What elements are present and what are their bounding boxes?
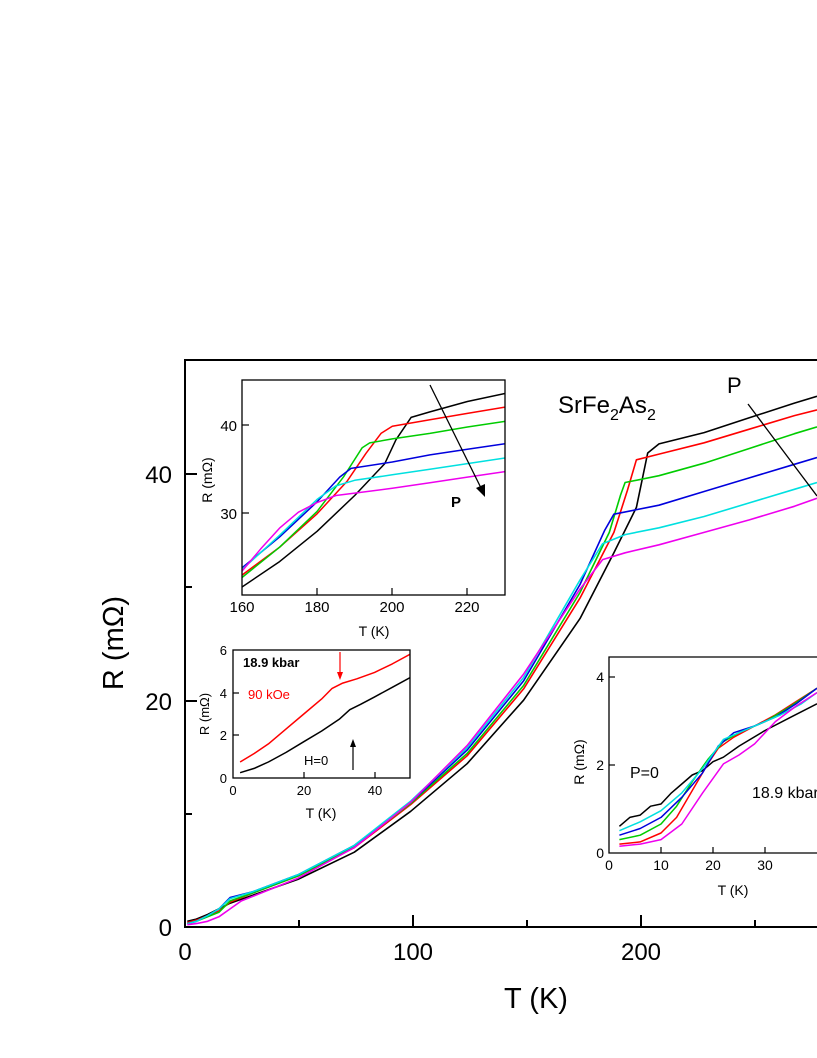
inset-field-pressure-label: 18.9 kbar	[243, 655, 299, 670]
inset-high-T-y-axis-label: R (mΩ)	[199, 457, 215, 502]
inset-field-series-line-2	[239, 677, 410, 774]
inset-high-T-ytick-label: 30	[220, 506, 237, 523]
inset-high-T-series-group	[242, 392, 505, 588]
main-plot-frame	[184, 359, 817, 928]
inset-high-T-series-line-1	[242, 392, 505, 588]
main-ticks	[185, 473, 756, 927]
inset-high-T-series-line-2	[242, 406, 505, 576]
main-pressure-arrow	[747, 403, 817, 497]
inset-low-T-pressure-label: 18.9 kbar	[752, 785, 817, 802]
inset-field-red-arrow	[337, 652, 343, 680]
title-part-as: As	[619, 392, 647, 419]
main-ytick-label: 0	[159, 915, 172, 942]
inset-low-T: 0 2 4 0 10 20 30 T (K) R (mΩ) P=0 18.9 k…	[571, 656, 817, 898]
inset-low-T-series-line-3	[619, 687, 817, 841]
title-subscript-fe: 2	[610, 407, 619, 424]
inset-low-T-xtick-label: 0	[605, 857, 613, 873]
inset-high-T-xtick-label: 220	[454, 599, 479, 616]
inset-field-ytick-label: 4	[220, 686, 227, 701]
inset-field: 0 2 4 6 0 20 40 T (K) R (mΩ) 18.9 kbar 9…	[197, 643, 411, 821]
title-subscript-as: 2	[647, 407, 656, 424]
inset-field-h0-label: H=0	[304, 753, 328, 768]
inset-high-T: 30 40 160 180 200 220 T (K) R (mΩ) P	[199, 379, 506, 639]
inset-low-T-series-line-5	[619, 691, 817, 832]
main-ytick-label: 20	[145, 689, 172, 716]
inset-low-T-series-line-1	[618, 703, 817, 827]
inset-field-ytick-label: 6	[220, 643, 227, 658]
main-title-compound: SrFe2As2	[558, 392, 656, 424]
inset-field-ytick-label: 2	[220, 728, 227, 743]
inset-field-y-axis-label: R (mΩ)	[197, 693, 212, 735]
inset-high-T-pressure-label: P	[451, 494, 461, 511]
main-xtick-label: 100	[393, 939, 433, 966]
inset-field-xtick-label: 20	[297, 783, 311, 798]
inset-field-series-line-1	[239, 653, 410, 763]
inset-low-T-xtick-label: 20	[705, 857, 721, 873]
inset-high-T-xtick-label: 180	[304, 599, 329, 616]
inset-field-frame	[232, 649, 411, 779]
inset-field-ticks	[233, 692, 376, 778]
inset-high-T-series-line-5	[242, 457, 505, 571]
main-series-group	[187, 395, 817, 926]
inset-field-90koe-label: 90 kOe	[248, 687, 290, 702]
inset-field-xtick-label: 40	[368, 783, 382, 798]
inset-low-T-series-line-6	[619, 691, 817, 848]
inset-field-ytick-label: 0	[220, 771, 227, 786]
title-part-srfe: SrFe	[558, 392, 610, 419]
main-pressure-label: P	[727, 373, 742, 398]
inset-low-T-x-axis-label: T (K)	[718, 882, 749, 898]
inset-high-T-frame	[241, 379, 506, 596]
main-xtick-label: 200	[621, 939, 661, 966]
inset-low-T-ytick-label: 0	[596, 845, 604, 861]
main-xtick-label: 0	[178, 939, 191, 966]
inset-field-xtick-label: 0	[229, 783, 236, 798]
inset-low-T-xtick-label: 10	[653, 857, 669, 873]
main-plot: 0 20 40 0 100 200 T (K) R (mΩ) SrFe2As2 …	[98, 359, 817, 1015]
inset-high-T-series-line-6	[242, 470, 505, 572]
main-series-line-3	[187, 426, 817, 925]
inset-high-T-series-line-4	[242, 442, 505, 569]
inset-low-T-ytick-label: 4	[596, 669, 604, 685]
main-series-line-6	[187, 497, 817, 926]
main-y-axis-label: R (mΩ)	[98, 596, 130, 690]
inset-low-T-ticks	[609, 676, 766, 853]
inset-high-T-xtick-label: 160	[229, 599, 254, 616]
main-ytick-label: 40	[145, 462, 172, 489]
inset-high-T-series-line-3	[242, 420, 505, 579]
inset-high-T-ticks	[242, 424, 468, 595]
inset-low-T-xtick-label: 30	[757, 857, 773, 873]
inset-high-T-x-axis-label: T (K)	[359, 623, 390, 639]
inset-low-T-series-group	[618, 687, 817, 848]
inset-field-series-group	[239, 653, 410, 774]
inset-high-T-bg	[242, 380, 505, 595]
inset-low-T-ytick-label: 2	[596, 757, 604, 773]
inset-high-T-pressure-arrow	[429, 384, 485, 497]
inset-low-T-p0-label: P=0	[630, 765, 659, 782]
inset-low-T-y-axis-label: R (mΩ)	[571, 739, 587, 784]
inset-high-T-xtick-label: 200	[379, 599, 404, 616]
inset-high-T-ytick-label: 40	[220, 418, 237, 435]
main-x-axis-label: T (K)	[504, 983, 568, 1015]
inset-field-x-axis-label: T (K)	[306, 805, 337, 821]
inset-field-black-arrow	[350, 739, 356, 770]
main-series-line-5	[187, 481, 817, 925]
inset-field-bg	[233, 650, 410, 778]
